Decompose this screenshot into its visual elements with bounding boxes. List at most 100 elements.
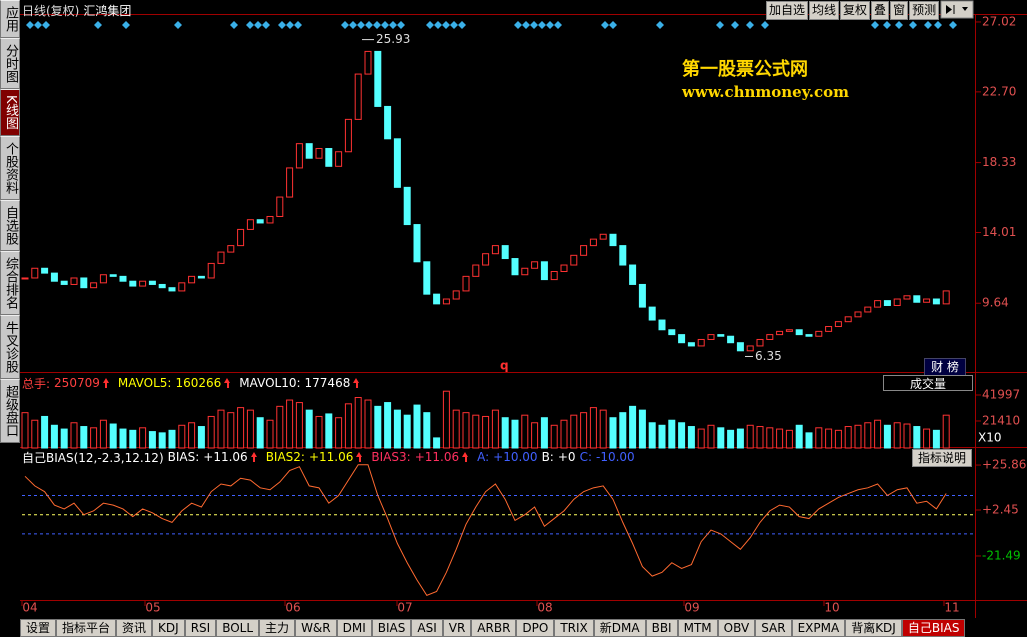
candle <box>834 321 842 328</box>
bias-line <box>24 464 947 596</box>
candle <box>188 275 196 284</box>
volume-bar <box>795 424 803 449</box>
volume-bar <box>717 427 725 449</box>
high-label: 25.93 <box>376 32 410 46</box>
volume-bar <box>344 403 352 449</box>
volume-bar <box>648 422 656 449</box>
volume-bar <box>472 414 480 449</box>
volume-bar <box>766 427 774 449</box>
bottom-tab[interactable]: MTM <box>677 619 718 637</box>
candle <box>638 283 646 308</box>
volume-bar <box>619 412 627 449</box>
candle <box>452 290 460 300</box>
volume-bar <box>354 397 362 449</box>
bottom-tab[interactable]: 主力 <box>259 619 296 637</box>
candle <box>942 290 950 305</box>
toolbar-button[interactable]: 加自选 <box>766 1 809 20</box>
bottom-tab[interactable]: 自己BIAS <box>901 619 966 637</box>
candle <box>99 274 107 284</box>
y-tick-label: 9.64 <box>982 296 1009 310</box>
bottom-tab[interactable]: RSI <box>184 619 217 637</box>
left-tab[interactable]: 牛叉诊股 <box>0 314 20 379</box>
icon-button[interactable] <box>940 0 974 19</box>
bottom-tab[interactable]: BBI <box>645 619 678 637</box>
bottom-tab[interactable]: BOLL <box>216 619 260 637</box>
indicator-selector[interactable]: 成交量 <box>883 375 973 391</box>
left-tab[interactable]: 自选股 <box>0 199 20 251</box>
volume-bar <box>834 429 842 449</box>
volume-bar <box>932 429 940 449</box>
left-tab[interactable]: 个股资料 <box>0 135 20 200</box>
candle <box>854 311 862 318</box>
volume-bar <box>393 409 401 449</box>
volume-bar <box>129 429 137 449</box>
y-tick-label: 21410 <box>982 413 1020 427</box>
candle <box>727 335 735 344</box>
candle <box>776 330 784 336</box>
legend-name: C: <box>579 450 592 464</box>
bottom-tab[interactable]: SAR <box>755 619 792 637</box>
left-tabs: 应用 分时图 K线图 个股资料 自选股 综合排名 牛叉诊股 超级盘口 <box>0 0 20 443</box>
toolbar-button[interactable]: 窗 <box>890 1 909 20</box>
finance-button[interactable]: 财 榜 <box>924 358 966 376</box>
candle <box>491 245 499 255</box>
volume-bar <box>276 405 284 449</box>
candle <box>433 293 441 305</box>
left-tab[interactable]: 分时图 <box>0 38 20 89</box>
volume-bar <box>746 424 754 449</box>
candle <box>609 233 617 247</box>
volume-bar <box>99 419 107 449</box>
candle <box>599 233 607 240</box>
toolbar-button[interactable]: 均线 <box>809 1 840 20</box>
bottom-tab[interactable]: EXPMA <box>791 619 846 637</box>
y-tick-label: 18.33 <box>982 155 1016 169</box>
indicator-title: 自己BIAS(12,-2.3,12.12) <box>22 450 164 465</box>
bottom-tab[interactable]: KDJ <box>152 619 185 637</box>
bottom-tab[interactable]: W&R <box>295 619 337 637</box>
bottom-tabs: 设置 指标平台 资讯 KDJ RSI BOLL 主力 W&R DMI BIAS ASI VR ARBR D… <box>20 619 966 637</box>
volume-bar <box>501 417 509 449</box>
bottom-tab[interactable]: DMI <box>336 619 372 637</box>
bottom-tab[interactable]: OBV <box>717 619 756 637</box>
candle <box>658 319 666 331</box>
toolbar-button[interactable]: 复权 <box>840 1 871 20</box>
left-tab[interactable]: K线图 <box>0 89 20 136</box>
volume-bar <box>864 422 872 449</box>
volume-bar <box>629 405 637 449</box>
candle <box>815 330 823 337</box>
left-tab[interactable]: 综合排名 <box>0 250 20 315</box>
volume-bar <box>295 402 303 449</box>
volume-bar <box>815 427 823 449</box>
volume-bar <box>893 422 901 449</box>
volume-bar <box>168 429 176 449</box>
bottom-tab[interactable]: 背离KDJ <box>845 619 902 637</box>
bottom-tab[interactable]: ARBR <box>471 619 517 637</box>
left-tab[interactable]: 超级盘口 <box>0 378 20 443</box>
candle <box>511 258 519 276</box>
up-arrow <box>250 452 258 462</box>
bottom-tab[interactable]: DPO <box>516 619 555 637</box>
candle <box>31 267 39 279</box>
volume-bar <box>462 412 470 449</box>
candle <box>403 186 411 226</box>
bottom-tab[interactable]: BIAS <box>371 619 412 637</box>
toolbar-button[interactable]: 叠 <box>871 1 890 20</box>
candle <box>413 224 421 263</box>
bottom-tab[interactable]: 指标平台 <box>56 619 117 637</box>
toolbar-button[interactable]: 预测 <box>909 1 940 20</box>
bottom-tab[interactable]: 设置 <box>20 619 57 637</box>
indicator-help[interactable]: 指标说明 <box>912 449 972 467</box>
bottom-tab[interactable]: ASI <box>411 619 443 637</box>
candle <box>286 167 294 198</box>
volume-bar <box>658 424 666 449</box>
bottom-tab[interactable]: 资讯 <box>116 619 153 637</box>
candle <box>21 277 29 280</box>
candle <box>295 143 303 169</box>
icon <box>946 5 952 14</box>
bottom-tab[interactable]: 新DMA <box>593 619 646 637</box>
bottom-tab[interactable]: VR <box>442 619 472 637</box>
left-tab[interactable]: 应用 <box>0 0 20 38</box>
bottom-tab[interactable]: TRIX <box>554 619 594 637</box>
candle <box>217 251 225 264</box>
volume-bar <box>433 437 441 449</box>
